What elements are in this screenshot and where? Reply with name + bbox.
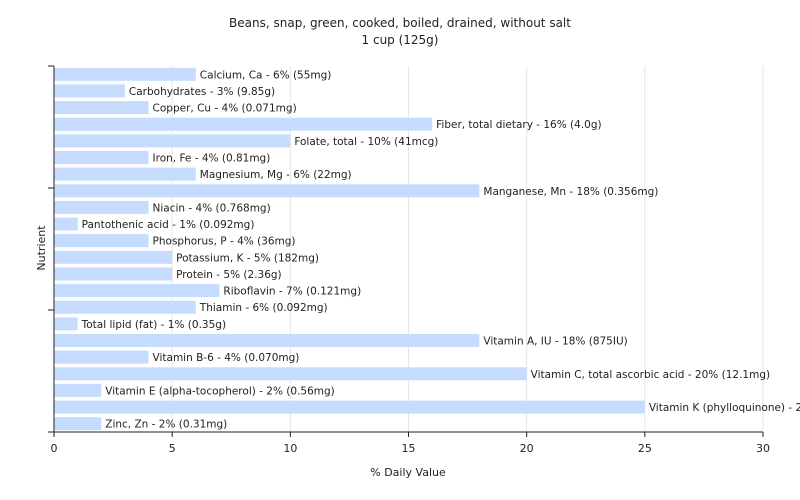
- bar-label: Folate, total - 10% (41mcg): [294, 136, 438, 148]
- bar-label: Protein - 5% (2.36g): [176, 269, 282, 281]
- bar-label: Manganese, Mn - 18% (0.356mg): [483, 186, 658, 198]
- bar-label: Potassium, K - 5% (182mg): [176, 252, 319, 264]
- x-tick-label: 15: [402, 442, 416, 455]
- bar: [54, 234, 149, 248]
- bar-label: Iron, Fe - 4% (0.81mg): [153, 153, 271, 165]
- x-tick-label: 30: [756, 442, 770, 455]
- x-tick-label: 5: [169, 442, 176, 455]
- x-tick-label: 25: [638, 442, 652, 455]
- bar-label: Vitamin A, IU - 18% (875IU): [483, 336, 627, 348]
- bar: [54, 67, 196, 81]
- bar-label: Thiamin - 6% (0.092mg): [199, 302, 328, 314]
- bar: [54, 117, 433, 131]
- chart-title: Beans, snap, green, cooked, boiled, drai…: [229, 16, 571, 30]
- bar: [54, 284, 220, 298]
- bar-label: Fiber, total dietary - 16% (4.0g): [436, 119, 601, 131]
- bar: [54, 417, 102, 431]
- bar: [54, 267, 173, 281]
- bar-label: Zinc, Zn - 2% (0.31mg): [105, 419, 227, 431]
- bar-label: Niacin - 4% (0.768mg): [153, 202, 271, 214]
- bar: [54, 250, 173, 264]
- chart-subtitle: 1 cup (125g): [362, 33, 439, 47]
- bar-label: Vitamin C, total ascorbic acid - 20% (12…: [531, 369, 770, 381]
- bar: [54, 151, 149, 164]
- bars-group: Calcium, Ca - 6% (55mg) Carbohydrates - 3…: [54, 67, 800, 431]
- bar-label: Total lipid (fat) - 1% (0.35g): [81, 319, 226, 331]
- bar-label: Copper, Cu - 4% (0.071mg): [153, 103, 297, 115]
- bar: [54, 367, 527, 381]
- bar: [54, 317, 78, 331]
- bar: [54, 200, 149, 214]
- x-tick-label: 20: [520, 442, 534, 455]
- bar: [54, 217, 78, 231]
- bar-label: Pantothenic acid - 1% (0.092mg): [82, 219, 255, 231]
- bar-label: Riboflavin - 7% (0.121mg): [223, 286, 361, 298]
- x-tick-label: 0: [51, 442, 58, 455]
- bar: [54, 400, 645, 414]
- bar: [54, 184, 480, 198]
- bar-label: Magnesium, Mg - 6% (22mg): [200, 169, 352, 181]
- bar: [54, 167, 196, 181]
- x-tick-label: 10: [283, 442, 297, 455]
- x-axis-label: % Daily Value: [370, 466, 446, 479]
- bar: [54, 334, 480, 347]
- bar-label: Vitamin K (phylloquinone) - 25% (20.0mcg…: [649, 402, 800, 414]
- bar: [54, 101, 149, 115]
- bar: [54, 383, 102, 397]
- bar: [54, 350, 149, 364]
- bar-label: Carbohydrates - 3% (9.85g): [129, 86, 275, 98]
- bar-label: Phosphorus, P - 4% (36mg): [153, 236, 296, 248]
- axes-group: 0 5 10 15 20 25 30: [48, 65, 770, 455]
- bar-label: Vitamin B-6 - 4% (0.070mg): [153, 352, 300, 364]
- bar: [54, 134, 291, 148]
- bar: [54, 300, 196, 314]
- y-axis-label: Nutrient: [35, 225, 48, 271]
- bar: [54, 84, 125, 98]
- bar-label: Vitamin E (alpha-tocopherol) - 2% (0.56m…: [105, 385, 335, 397]
- bar-label: Calcium, Ca - 6% (55mg): [200, 69, 332, 81]
